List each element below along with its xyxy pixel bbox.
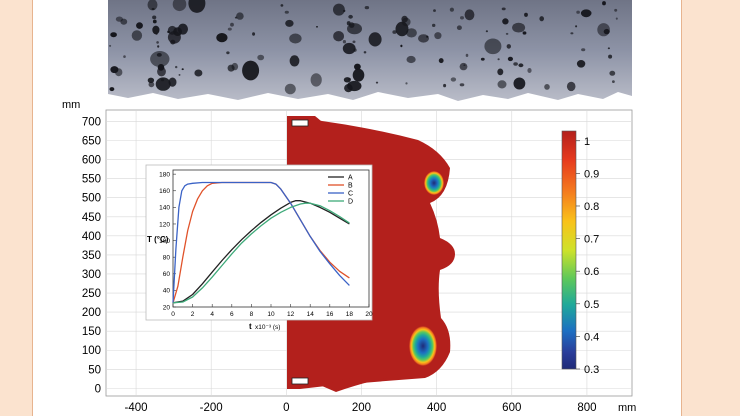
y-tick-label: 0 [95,383,101,395]
inset-y-tick-label: 20 [163,304,171,311]
inset-x-tick-label: 16 [326,311,334,318]
y-tick-label: 500 [82,193,101,205]
y-tick-label: 650 [82,136,101,148]
inset-chart: 0 2 4 6 8 10 12 14 16 18 20 20 40 60 80 100 120 140 160 180… [145,164,373,331]
y-tick-label: 250 [82,288,101,300]
y-tick-label: 550 [82,174,101,186]
x-tick-label: -200 [200,402,223,414]
inset-y-tick-label: 120 [159,221,170,228]
inset-y-label: T (°C) [147,235,169,244]
colorbar: 1 0.9 0.8 0.7 0.6 0.5 0.4 0.3 [561,130,599,376]
inset-y-tick-label: 180 [159,171,170,178]
y-tick-label: 450 [82,212,101,224]
colorbar-tick-label: 0.4 [584,331,599,343]
inset-y-tick-label: 100 [159,238,170,245]
lower-mounting-slot [291,377,309,385]
series-line-c [172,181,350,303]
colorbar-tick-label: 1 [584,136,590,148]
inset-x-unit: x10⁻³ (s) [255,324,280,331]
main-axis-ticks: -400 -200 0 200 400 600 8000501001502002503003… [82,116,597,414]
colorbar-tick-label: 0.7 [584,234,599,246]
lower-hotspot [409,326,437,366]
inset-x-tick-label: 18 [346,311,354,318]
colorbar-tick-label: 0.9 [584,168,599,180]
inset-y-tick-label: 140 [159,205,170,212]
x-tick-label: 400 [427,402,446,414]
series-line-a [172,200,350,304]
inset-x-tick-label: 4 [210,311,214,318]
x-tick-label: 800 [577,402,596,414]
legend-label-b: B [348,183,353,190]
upper-hotspot [424,171,444,195]
colorbar-tick-label: 0.5 [584,299,599,311]
inset-x-tick-label: 20 [365,311,373,318]
upper-mounting-slot [291,119,309,127]
x-axis-unit: mm [618,402,636,414]
colorbar-tick-label: 0.3 [584,364,599,376]
inset-y-tick-label: 80 [163,254,171,261]
x-tick-label: 0 [283,402,289,414]
inset-y-tick-label: 60 [163,271,171,278]
y-tick-label: 400 [82,231,101,243]
y-axis-unit: mm [62,99,80,111]
inset-x-tick-label: 2 [191,311,195,318]
y-tick-label: 350 [82,250,101,262]
inset-x-tick-label: 0 [171,311,175,318]
inset-x-tick-label: 12 [287,311,295,318]
y-tick-label: 300 [82,269,101,281]
series-line-d [172,202,350,304]
y-tick-label: 50 [88,364,101,376]
inset-y-tick-label: 40 [163,288,171,295]
colorbar-tick-label: 0.6 [584,266,599,278]
inset-y-tick-label: 160 [159,188,170,195]
porous-rock-sample-photo [108,0,632,101]
legend-label-d: D [348,199,353,206]
y-tick-label: 600 [82,155,101,167]
colorbar-tick-label: 0.8 [584,201,599,213]
inset-x-tick-label: 10 [267,311,275,318]
inset-x-tick-label: 6 [230,311,234,318]
y-tick-label: 100 [82,345,101,357]
y-tick-label: 150 [82,326,101,338]
y-tick-label: 700 [82,116,101,128]
inset-x-tick-label: 14 [307,311,315,318]
legend-label-c: C [348,191,353,198]
x-tick-label: 600 [502,402,521,414]
inset-x-label: t [249,322,252,331]
x-tick-label: 200 [352,402,371,414]
legend-label-a: A [348,175,353,182]
inset-x-tick-label: 8 [250,311,254,318]
y-tick-label: 200 [82,307,101,319]
x-tick-label: -400 [125,402,148,414]
